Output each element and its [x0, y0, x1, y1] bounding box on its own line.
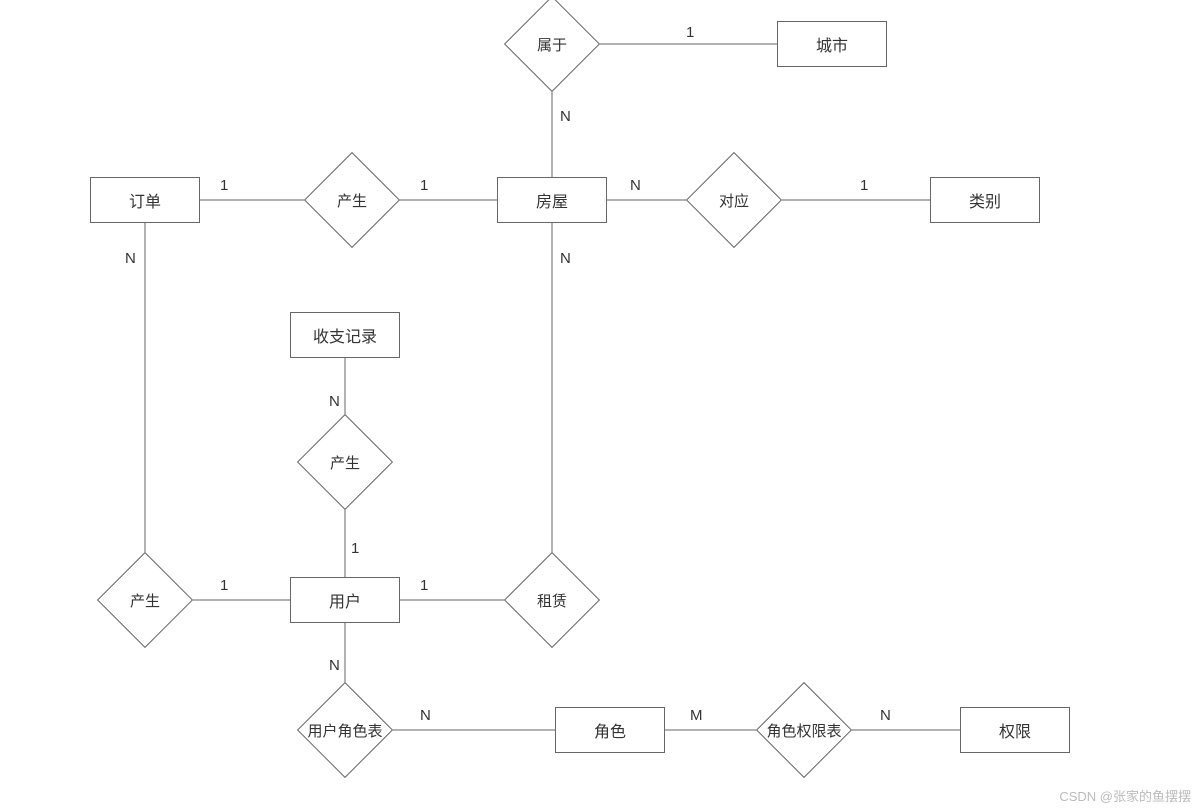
cardinality-label: 1 [686, 24, 694, 41]
cardinality-label: 1 [351, 540, 359, 557]
cardinality-label: N [560, 108, 571, 125]
rel-label: 产生 [330, 452, 360, 473]
cardinality-label: N [125, 250, 136, 267]
rel-gen3: 产生 [111, 566, 179, 634]
rel-label: 产生 [130, 590, 160, 611]
entity-category: 类别 [930, 177, 1040, 223]
entity-order: 订单 [90, 177, 200, 223]
entity-house: 房屋 [497, 177, 607, 223]
rel-label: 角色权限表 [767, 720, 842, 741]
rel-label: 对应 [719, 190, 749, 211]
cardinality-label: N [560, 250, 571, 267]
rel-label: 产生 [337, 190, 367, 211]
entity-label: 房屋 [536, 188, 568, 212]
cardinality-label: 1 [220, 177, 228, 194]
rel-label: 属于 [537, 34, 567, 55]
rel-gen1: 产生 [318, 166, 386, 234]
rel-label: 用户角色表 [308, 720, 383, 741]
rel-rent: 租赁 [518, 566, 586, 634]
edges-layer [0, 0, 1203, 811]
rel-gen2: 产生 [311, 428, 379, 496]
cardinality-label: N [630, 177, 641, 194]
rel-belong: 属于 [518, 10, 586, 78]
cardinality-label: N [329, 393, 340, 410]
rel-userrole: 用户角色表 [311, 696, 379, 764]
cardinality-label: M [690, 707, 703, 724]
entity-city: 城市 [777, 21, 887, 67]
rel-roleperm: 角色权限表 [770, 696, 838, 764]
cardinality-label: N [880, 707, 891, 724]
entity-user: 用户 [290, 577, 400, 623]
cardinality-label: 1 [860, 177, 868, 194]
er-diagram-canvas: 订单 房屋 城市 类别 收支记录 用户 角色 权限 属于 产生 对应 产生 产生… [0, 0, 1203, 811]
cardinality-label: N [329, 657, 340, 674]
entity-label: 城市 [816, 32, 848, 56]
entity-label: 收支记录 [313, 323, 377, 347]
entity-label: 权限 [999, 718, 1031, 742]
entity-perm: 权限 [960, 707, 1070, 753]
rel-label: 租赁 [537, 590, 567, 611]
entity-label: 角色 [594, 718, 626, 742]
entity-label: 订单 [129, 188, 161, 212]
watermark: CSDN @张家的鱼摆摆 [1059, 786, 1191, 805]
rel-correspond: 对应 [700, 166, 768, 234]
cardinality-label: 1 [220, 577, 228, 594]
cardinality-label: 1 [420, 177, 428, 194]
entity-label: 用户 [329, 588, 361, 612]
cardinality-label: 1 [420, 577, 428, 594]
entity-record: 收支记录 [290, 312, 400, 358]
entity-role: 角色 [555, 707, 665, 753]
entity-label: 类别 [969, 188, 1001, 212]
cardinality-label: N [420, 707, 431, 724]
